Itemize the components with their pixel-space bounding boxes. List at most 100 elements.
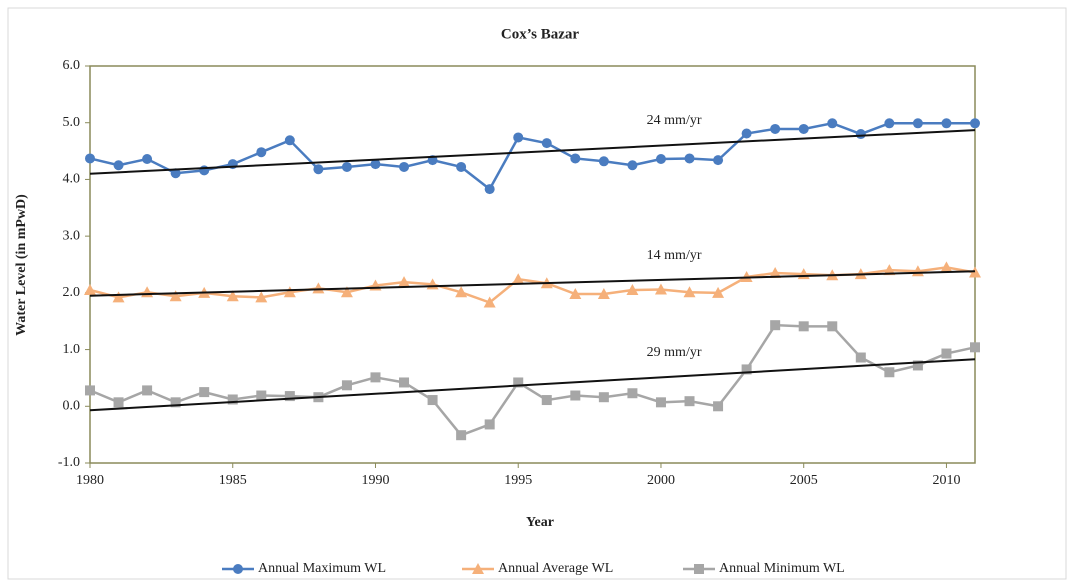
marker bbox=[483, 296, 496, 308]
marker bbox=[312, 282, 325, 294]
marker bbox=[855, 352, 866, 363]
marker bbox=[740, 270, 753, 282]
marker bbox=[655, 154, 666, 165]
marker bbox=[484, 419, 495, 430]
marker bbox=[741, 364, 752, 375]
legend-marker bbox=[472, 563, 484, 574]
marker bbox=[597, 287, 610, 299]
y-tick-label: 3.0 bbox=[63, 228, 81, 243]
marker bbox=[884, 367, 895, 378]
y-tick-label: 0.0 bbox=[63, 399, 81, 414]
marker bbox=[827, 321, 838, 332]
marker bbox=[512, 273, 525, 285]
marker bbox=[256, 390, 267, 401]
legend-label: Annual Average WL bbox=[498, 561, 613, 576]
marker bbox=[513, 377, 524, 388]
x-tick-label: 1990 bbox=[361, 473, 389, 488]
marker bbox=[370, 159, 381, 170]
marker bbox=[85, 153, 95, 164]
marker bbox=[199, 165, 210, 176]
marker bbox=[284, 391, 295, 402]
marker bbox=[455, 286, 468, 298]
marker bbox=[84, 284, 96, 296]
marker bbox=[570, 153, 581, 164]
marker bbox=[941, 348, 952, 359]
trend-label: 24 mm/yr bbox=[647, 113, 702, 128]
marker bbox=[883, 264, 896, 276]
marker bbox=[226, 290, 239, 302]
y-tick-label: 6.0 bbox=[63, 58, 81, 73]
marker bbox=[398, 276, 411, 288]
marker bbox=[283, 286, 296, 298]
marker bbox=[513, 132, 524, 143]
marker bbox=[112, 291, 125, 303]
marker bbox=[940, 261, 953, 273]
x-tick-label: 2010 bbox=[932, 473, 960, 488]
y-tick-label: 1.0 bbox=[63, 342, 81, 357]
marker bbox=[769, 267, 782, 279]
marker bbox=[284, 135, 295, 146]
marker bbox=[912, 360, 923, 371]
marker bbox=[627, 160, 638, 171]
marker bbox=[655, 397, 666, 408]
trend-line bbox=[89, 129, 976, 175]
trend-line bbox=[89, 358, 976, 412]
marker bbox=[598, 156, 609, 167]
marker bbox=[341, 380, 352, 391]
marker bbox=[741, 128, 752, 139]
marker bbox=[427, 395, 438, 406]
y-tick-label: 4.0 bbox=[63, 172, 81, 187]
marker bbox=[713, 155, 724, 166]
marker bbox=[399, 161, 410, 172]
y-tick-label: 5.0 bbox=[63, 115, 81, 130]
x-tick-label: 1995 bbox=[504, 473, 532, 488]
marker bbox=[713, 401, 724, 412]
marker bbox=[142, 385, 153, 396]
y-axis-label: Water Level (in mPwD) bbox=[14, 194, 29, 336]
marker bbox=[484, 184, 495, 195]
marker bbox=[569, 287, 582, 299]
marker bbox=[684, 153, 695, 164]
marker bbox=[654, 283, 667, 295]
marker bbox=[798, 321, 809, 332]
marker bbox=[970, 118, 980, 129]
marker bbox=[626, 284, 639, 296]
marker bbox=[85, 385, 95, 396]
marker bbox=[712, 286, 725, 298]
marker bbox=[399, 377, 410, 388]
marker bbox=[227, 394, 238, 405]
marker bbox=[884, 118, 895, 129]
marker bbox=[912, 118, 923, 129]
chart-title: Cox’s Bazar bbox=[501, 26, 580, 42]
marker bbox=[827, 118, 838, 129]
marker bbox=[970, 342, 980, 353]
marker bbox=[256, 147, 267, 158]
marker bbox=[113, 160, 124, 171]
y-tick-label: -1.0 bbox=[58, 455, 80, 470]
marker bbox=[770, 123, 781, 134]
x-axis-label: Year bbox=[526, 515, 554, 530]
marker bbox=[598, 392, 609, 403]
marker bbox=[199, 387, 210, 398]
marker bbox=[313, 164, 324, 175]
legend-label: Annual Maximum WL bbox=[258, 561, 386, 576]
marker bbox=[627, 388, 638, 399]
x-tick-label: 1980 bbox=[76, 473, 104, 488]
marker bbox=[169, 290, 182, 302]
marker bbox=[341, 161, 352, 172]
legend-marker bbox=[233, 564, 243, 574]
marker bbox=[941, 118, 952, 129]
marker bbox=[255, 291, 268, 303]
marker bbox=[370, 372, 381, 383]
marker bbox=[683, 286, 696, 298]
marker bbox=[541, 395, 552, 406]
marker bbox=[170, 168, 181, 179]
y-tick-label: 2.0 bbox=[63, 285, 81, 300]
marker bbox=[541, 138, 552, 149]
marker bbox=[684, 396, 695, 407]
x-tick-label: 1985 bbox=[219, 473, 247, 488]
marker bbox=[340, 286, 353, 298]
x-tick-label: 2005 bbox=[790, 473, 818, 488]
